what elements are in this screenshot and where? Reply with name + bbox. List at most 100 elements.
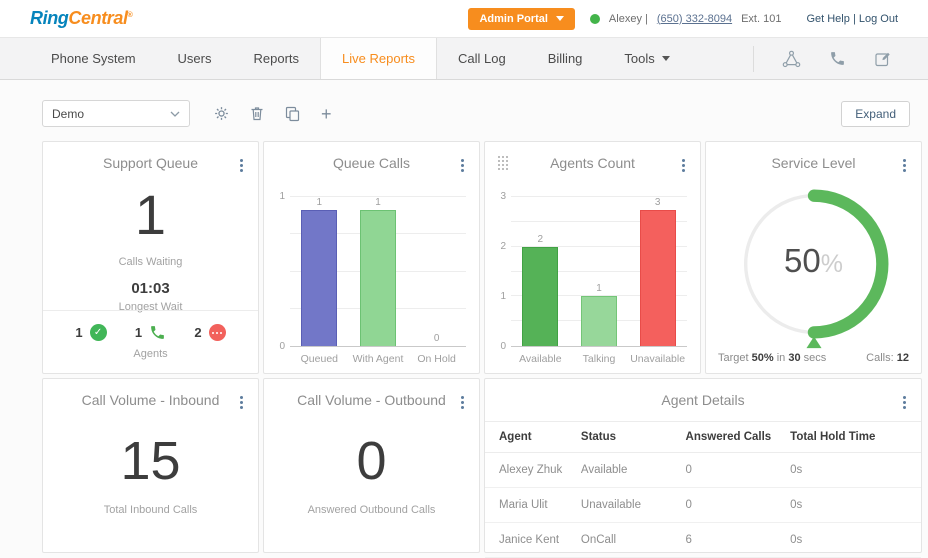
target-suffix: secs: [803, 352, 827, 364]
calls-count: Calls: 12: [866, 352, 909, 364]
card-service-level: Service Level 50% Target 50% in 30 secs …: [705, 141, 922, 374]
dashboard-toolbar: Demo + Expand: [42, 100, 910, 127]
user-extension: Ext. 101: [741, 12, 782, 25]
table-row: Alexey Zhuk Available 0 0s: [485, 452, 921, 488]
dashboard-grid: Support Queue 1 Calls Waiting 01:03 Long…: [42, 141, 925, 558]
inbound-calls-value: 15: [120, 431, 181, 491]
tab-label: Live Reports: [342, 51, 416, 66]
dashboard-select[interactable]: Demo: [42, 100, 190, 127]
kebab-menu-icon[interactable]: [901, 157, 908, 174]
agents-summary: 1 ✓ 1 2 Agents: [43, 310, 258, 373]
agents-label: Agents: [133, 348, 168, 360]
help-links: Get Help | Log Out: [806, 13, 898, 25]
divider: [753, 45, 754, 72]
tab-phone-system[interactable]: Phone System: [30, 38, 157, 79]
card-call-volume-outbound: Call Volume - Outbound 0 Answered Outbou…: [263, 378, 480, 553]
agent-on-call-icon: [149, 324, 166, 341]
agent-stats: 1 ✓ 1 2: [43, 324, 258, 341]
kebab-menu-icon[interactable]: [238, 157, 245, 174]
column-header: Answered Calls: [685, 421, 791, 453]
bars: 2 1 3: [511, 197, 687, 346]
tab-tools[interactable]: Tools: [603, 38, 690, 79]
outbound-calls-label: Answered Outbound Calls: [307, 504, 436, 516]
table-cell: Unavailable: [580, 487, 686, 523]
y-axis: 0 1 2 3: [495, 191, 511, 352]
card-agent-details: Agent Details Agent Status Answered Calls T…: [484, 378, 922, 558]
x-axis: Available Talking Unavailable: [511, 347, 687, 365]
agent-table-body: Alexey Zhuk Available 0 0s Maria Ulit Unavail…: [485, 452, 921, 558]
bar-value-label: 2: [537, 233, 544, 245]
kebab-menu-icon[interactable]: [680, 157, 687, 174]
tab-billing[interactable]: Billing: [527, 38, 604, 79]
table-cell: 0s: [790, 487, 921, 523]
dashboard-select-value: Demo: [52, 106, 85, 121]
calls-waiting-label: Calls Waiting: [118, 256, 183, 268]
kebab-menu-icon[interactable]: [459, 394, 466, 411]
table-row: Maria Ulit Unavailable 0 0s: [485, 487, 921, 523]
ringcentral-logo: RingCentral®: [30, 8, 133, 29]
dashboard-tools: +: [214, 103, 332, 124]
share-network-icon[interactable]: [782, 50, 801, 68]
y-tick-label: 1: [279, 191, 285, 202]
x-tick-label: Available: [519, 353, 562, 365]
user-phone-link[interactable]: (650) 332-8094: [656, 12, 733, 25]
kebab-menu-icon[interactable]: [238, 394, 245, 411]
nav-icons: [782, 50, 892, 68]
expand-button[interactable]: Expand: [841, 100, 910, 127]
card-title: Call Volume - Inbound: [81, 392, 220, 408]
trash-icon[interactable]: [250, 106, 264, 121]
x-tick-label: On Hold: [417, 353, 456, 365]
service-level-footer: Target 50% in 30 secs Calls: 12: [718, 352, 909, 364]
get-help-link[interactable]: Get Help: [806, 12, 850, 25]
bar-value-label: 0: [433, 333, 440, 344]
gridline: [511, 245, 687, 247]
agent-details-table: Agent Status Answered Calls Total Hold Time…: [485, 421, 921, 558]
table-cell: 6: [685, 522, 791, 558]
phone-icon[interactable]: [829, 50, 846, 67]
copy-icon[interactable]: [285, 106, 300, 122]
kebab-menu-icon[interactable]: [901, 394, 908, 411]
gridline: [290, 196, 466, 197]
calls-value: 12: [896, 352, 909, 364]
plot-area: 2 1 3: [511, 196, 687, 347]
plot-area: 1 1 0: [290, 196, 466, 347]
column-header: Status: [580, 421, 686, 453]
tab-users[interactable]: Users: [157, 38, 233, 79]
calls-label: Calls:: [866, 352, 894, 364]
call-log-compose-icon[interactable]: [874, 50, 892, 68]
drag-handle[interactable]: [496, 154, 510, 172]
gridline: [511, 295, 687, 297]
card-support-queue: Support Queue 1 Calls Waiting 01:03 Long…: [42, 141, 259, 374]
column-header: Agent: [485, 421, 581, 453]
y-tick-label: 1: [500, 291, 506, 303]
card-agents-count: Agents Count 0 1 2 3 2 1 3 Available Talking Un…: [484, 141, 701, 374]
y-tick-label: 2: [500, 241, 506, 253]
table-cell: 0: [685, 452, 791, 488]
table-cell: OnCall: [580, 522, 686, 558]
x-tick-label: Queued: [300, 353, 339, 365]
tab-call-log[interactable]: Call Log: [437, 38, 527, 79]
gridline: [511, 220, 687, 222]
tab-live-reports[interactable]: Live Reports: [320, 38, 438, 79]
admin-portal-button[interactable]: Admin Portal: [468, 7, 575, 30]
tab-reports[interactable]: Reports: [233, 38, 321, 79]
plus-icon[interactable]: +: [321, 103, 332, 124]
longest-wait-value: 01:03: [131, 280, 170, 297]
bar-value-label: 1: [316, 197, 323, 208]
y-tick-label: 3: [500, 191, 506, 202]
gauge-center-text: 50%: [706, 242, 921, 280]
bar-available: [522, 246, 559, 346]
agent-table-head-row: Agent Status Answered Calls Total Hold Time: [485, 421, 921, 453]
nav-right: [753, 38, 928, 79]
gear-icon[interactable]: [214, 106, 229, 121]
inbound-calls-label: Total Inbound Calls: [103, 504, 198, 516]
agent-stat-available: 1 ✓: [75, 324, 107, 341]
table-cell: Janice Kent: [485, 522, 581, 558]
log-out-link[interactable]: Log Out: [858, 12, 898, 25]
kebab-menu-icon[interactable]: [459, 157, 466, 174]
table-cell: 0: [685, 487, 791, 523]
target-seconds: 30: [788, 352, 801, 364]
table-cell: Available: [580, 452, 686, 488]
table-row: Janice Kent OnCall 6 0s: [485, 522, 921, 558]
